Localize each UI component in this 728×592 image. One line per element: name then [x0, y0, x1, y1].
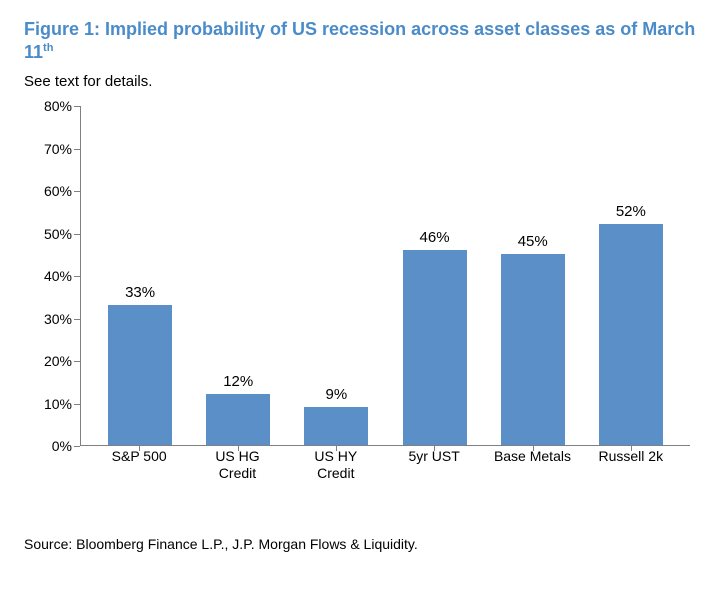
x-tick-label: US HGCredit	[197, 448, 277, 482]
bar	[206, 394, 270, 445]
x-tick-mark	[631, 446, 632, 451]
x-tick-label: Russell 2k	[591, 448, 671, 482]
x-axis-labels: S&P 500 US HGCredit US HYCredit 5yr UST Base…	[80, 448, 690, 482]
source-note: Source: Bloomberg Finance L.P., J.P. Mor…	[24, 536, 704, 552]
figure-subtitle: See text for details.	[24, 73, 704, 90]
bar-column: 33%	[100, 284, 180, 445]
y-tick-label: 20%	[24, 353, 80, 369]
y-tick-label: 50%	[24, 226, 80, 242]
figure-title: Figure 1: Implied probability of US rece…	[24, 18, 704, 63]
bar-value-label: 33%	[125, 284, 155, 301]
x-tick-mark	[434, 446, 435, 451]
x-tick-label: 5yr UST	[394, 448, 474, 482]
bar-column: 52%	[591, 203, 671, 445]
x-tick-label: US HYCredit	[296, 448, 376, 482]
bars-group: 33% 12% 9% 46% 45% 52%	[81, 106, 690, 445]
bar-value-label: 46%	[420, 229, 450, 246]
bar	[304, 407, 368, 445]
x-tick-label: Base Metals	[492, 448, 572, 482]
plot-area: 33% 12% 9% 46% 45% 52%	[80, 106, 690, 446]
bar-value-label: 52%	[616, 203, 646, 220]
x-tick-mark	[238, 446, 239, 451]
bar-column: 45%	[493, 233, 573, 445]
y-tick-label: 30%	[24, 311, 80, 327]
bar	[403, 250, 467, 446]
y-tick-mark	[74, 446, 80, 447]
bar-value-label: 45%	[518, 233, 548, 250]
title-text: Figure 1: Implied probability of US rece…	[24, 19, 695, 62]
bar	[108, 305, 172, 445]
bar	[599, 224, 663, 445]
bar-column: 9%	[296, 386, 376, 445]
x-tick-mark	[533, 446, 534, 451]
y-tick-label: 60%	[24, 183, 80, 199]
bar-column: 12%	[198, 373, 278, 445]
x-tick-mark	[139, 446, 140, 451]
bar-column: 46%	[395, 229, 475, 446]
y-tick-label: 80%	[24, 98, 80, 114]
y-tick-label: 40%	[24, 268, 80, 284]
bar	[501, 254, 565, 445]
bar-value-label: 9%	[326, 386, 348, 403]
y-tick-label: 10%	[24, 396, 80, 412]
x-tick-mark	[336, 446, 337, 451]
y-tick-label: 70%	[24, 141, 80, 157]
bar-chart: 0% 10% 20% 30% 40% 50% 60% 70% 80% 33% 12% 9% 46% 45…	[24, 96, 704, 516]
bar-value-label: 12%	[223, 373, 253, 390]
title-superscript: th	[43, 42, 53, 54]
y-tick-label: 0%	[24, 438, 80, 454]
x-tick-label: S&P 500	[99, 448, 179, 482]
